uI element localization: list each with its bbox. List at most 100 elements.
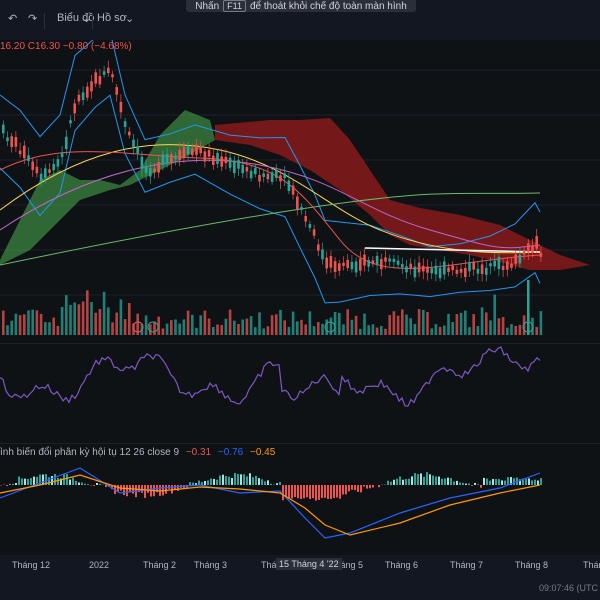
- candle-body: [434, 265, 438, 275]
- candle-body: [245, 167, 249, 172]
- volume-bar: [451, 321, 454, 335]
- macd-histogram-bar: [447, 477, 449, 485]
- signal-marker-icon: [522, 321, 534, 333]
- macd-panel[interactable]: [0, 443, 600, 553]
- time-label: Tháng 12: [12, 560, 51, 570]
- macd-histogram-bar: [30, 478, 32, 485]
- candle-body: [48, 169, 51, 173]
- candle-body: [140, 156, 144, 169]
- macd-histogram-bar: [456, 480, 458, 485]
- volume-bar: [258, 312, 261, 335]
- volume-bar: [527, 280, 530, 335]
- volume-bar: [216, 324, 219, 335]
- volume-bar: [380, 325, 383, 335]
- macd-histogram-bar: [300, 485, 302, 500]
- macd-histogram-bar: [165, 485, 167, 494]
- candle-body: [308, 224, 312, 228]
- macd-histogram-bar: [21, 478, 23, 485]
- candle-body: [518, 254, 522, 264]
- candle-body: [501, 265, 505, 271]
- candle-body: [216, 152, 219, 164]
- candle-body: [94, 72, 97, 84]
- volume-bar: [27, 310, 30, 335]
- bollinger-upper-line: [0, 40, 541, 248]
- macd-histogram-bar: [342, 485, 344, 495]
- volume-bar: [480, 307, 484, 335]
- macd-histogram-bar: [465, 483, 467, 485]
- candle-body: [77, 94, 81, 102]
- price-chart[interactable]: [0, 40, 600, 340]
- macd-histogram-bar: [495, 478, 497, 485]
- macd-histogram-bar: [45, 474, 47, 485]
- volume-bar: [506, 327, 509, 335]
- candle-body: [359, 258, 362, 271]
- volume-bar: [363, 313, 366, 335]
- profile-dropdown-icon[interactable]: ⌄: [125, 13, 135, 25]
- candle-body: [417, 262, 421, 273]
- candle-body: [279, 175, 282, 182]
- macd-histogram-bar: [285, 485, 287, 498]
- volume-bar: [52, 317, 55, 335]
- macd-histogram-bar: [324, 485, 326, 498]
- candle-body: [241, 164, 244, 174]
- candle-body: [228, 157, 232, 168]
- volume-bar: [165, 323, 169, 335]
- macd-histogram-bar: [486, 478, 488, 485]
- macd-histogram-bar: [225, 475, 227, 485]
- profile-button[interactable]: Hồ sơ: [97, 12, 127, 24]
- volume-bar: [102, 291, 106, 335]
- macd-histogram-bar: [372, 485, 374, 488]
- macd-histogram-bar: [24, 478, 26, 485]
- macd-histogram-bar: [249, 473, 251, 485]
- macd-histogram-bar: [399, 476, 401, 485]
- undo-icon[interactable]: ↶: [8, 13, 18, 25]
- macd-histogram-bar: [66, 474, 68, 485]
- macd-histogram-bar: [54, 473, 56, 485]
- time-label: Tháng 3: [194, 560, 228, 570]
- rsi-panel[interactable]: [0, 343, 600, 438]
- macd-histogram-bar: [84, 483, 86, 485]
- candle-body: [81, 92, 85, 100]
- volume-bar: [81, 301, 85, 335]
- macd-histogram-bar: [60, 478, 62, 485]
- macd-histogram-bar: [72, 477, 74, 485]
- ichimoku-cloud-bullish: [0, 110, 215, 265]
- candle-body: [56, 159, 60, 167]
- candle-body: [506, 261, 509, 270]
- macd-histogram-bar: [93, 485, 95, 486]
- candle-body: [539, 252, 543, 257]
- macd-value-1: −0.31: [185, 447, 212, 458]
- candle-body: [304, 215, 307, 222]
- candle-body: [405, 266, 408, 273]
- volume-bar: [14, 313, 18, 335]
- volume-bar: [220, 325, 223, 335]
- volume-bar: [207, 318, 211, 335]
- candle-body: [485, 267, 488, 275]
- time-axis[interactable]: Tháng 12 2022 Tháng 2 Tháng 3 Thá Tháng …: [0, 555, 600, 575]
- volume-bar: [65, 295, 68, 335]
- macd-histogram-bar: [507, 477, 509, 485]
- volume-bar: [182, 319, 186, 335]
- volume-bar: [392, 311, 396, 335]
- macd-histogram-bar: [432, 475, 434, 485]
- redo-icon[interactable]: ↷: [28, 13, 38, 25]
- candle-body: [426, 266, 429, 273]
- candle-body: [174, 155, 177, 160]
- macd-histogram-bar: [462, 482, 464, 485]
- macd-histogram-bar: [453, 481, 455, 485]
- chart-button[interactable]: Biểu đồ: [57, 12, 95, 24]
- chart-dropdown-icon[interactable]: ⌄: [82, 13, 92, 25]
- candle-body: [182, 146, 186, 159]
- candle-body: [527, 243, 530, 253]
- candle-body: [136, 146, 139, 154]
- volume-bar: [35, 310, 39, 335]
- volume-bar: [493, 294, 496, 335]
- volume-bar: [170, 320, 173, 335]
- candle-body: [195, 144, 198, 155]
- macd-histogram-bar: [75, 480, 77, 485]
- volume-bar: [86, 290, 89, 335]
- macd-histogram-bar: [510, 477, 512, 485]
- macd-histogram-bar: [69, 479, 71, 485]
- volume-bar: [48, 322, 51, 335]
- candle-body: [52, 163, 55, 171]
